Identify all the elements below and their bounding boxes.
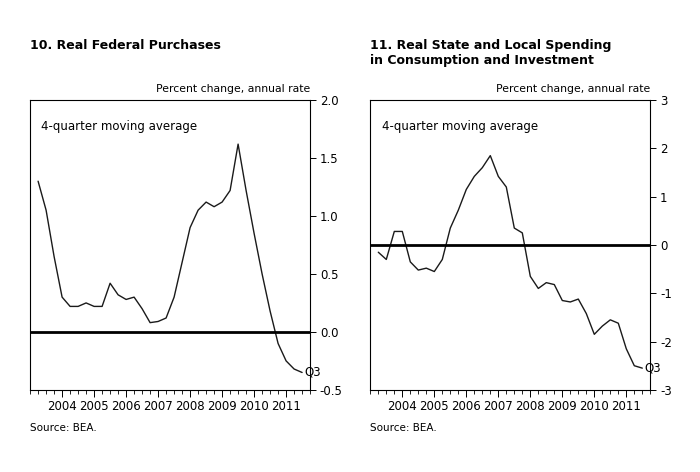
Text: Source: BEA.: Source: BEA.: [370, 423, 437, 433]
Text: Q3: Q3: [304, 366, 321, 379]
Text: 4-quarter moving average: 4-quarter moving average: [382, 120, 538, 134]
Text: Percent change, annual rate: Percent change, annual rate: [496, 84, 650, 94]
Text: 10. Real Federal Purchases: 10. Real Federal Purchases: [30, 39, 221, 52]
Text: Percent change, annual rate: Percent change, annual rate: [156, 84, 310, 94]
Text: Source: BEA.: Source: BEA.: [30, 423, 97, 433]
Text: 11. Real State and Local Spending
in Consumption and Investment: 11. Real State and Local Spending in Con…: [370, 39, 612, 67]
Text: Q3: Q3: [644, 362, 661, 375]
Text: 4-quarter moving average: 4-quarter moving average: [41, 120, 197, 134]
